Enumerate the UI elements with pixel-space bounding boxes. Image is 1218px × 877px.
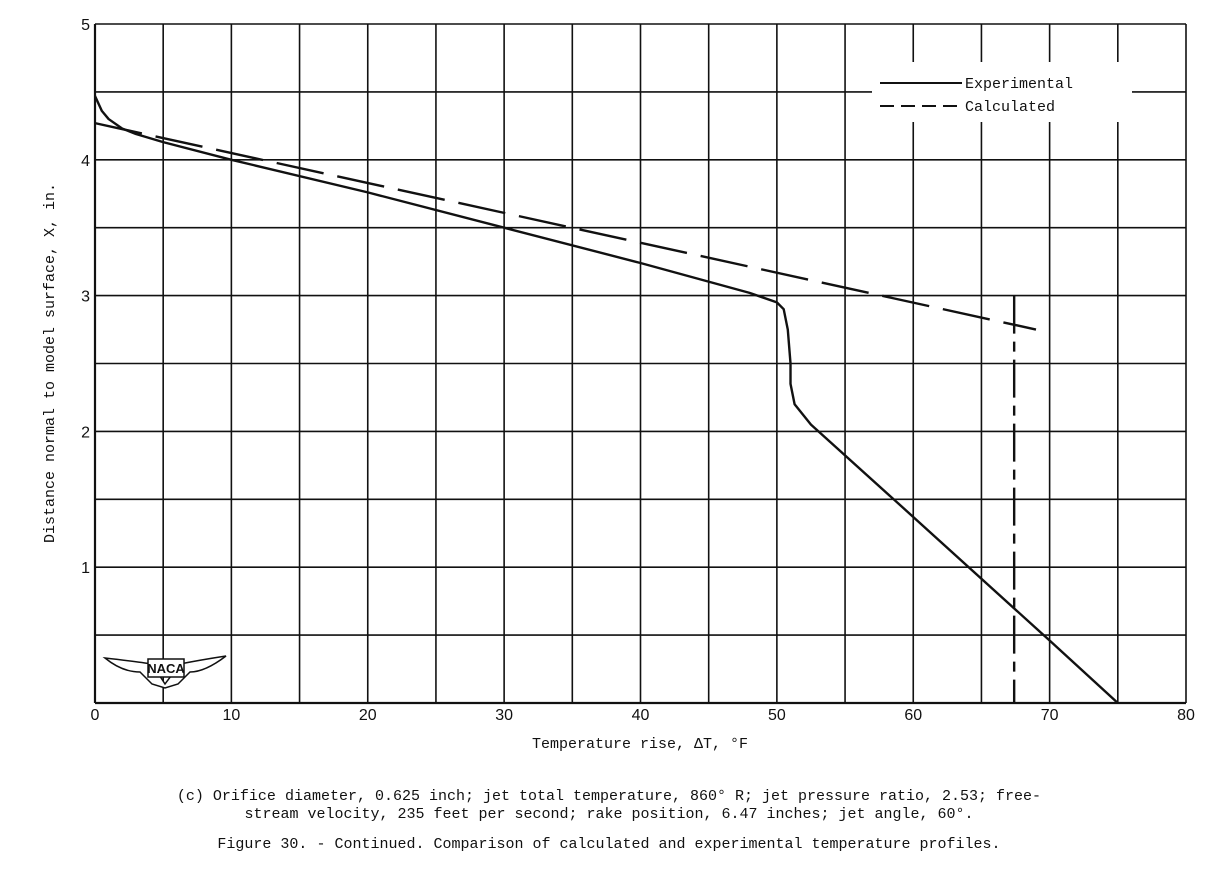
x-tick-label: 10 (222, 707, 240, 724)
y-tick-label: 4 (81, 153, 90, 170)
y-tick-label: 2 (81, 424, 90, 441)
y-tick-label: 3 (81, 289, 90, 306)
x-tick-label: 80 (1177, 707, 1195, 724)
legend-box (872, 62, 1132, 122)
x-tick-label: 20 (359, 707, 377, 724)
x-tick-label: 40 (632, 707, 650, 724)
legend: Experimental Calculated (872, 62, 1132, 122)
series-line-calculated (94, 121, 1037, 331)
series-line-experimental (93, 95, 1119, 704)
naca-logo: NACA (102, 655, 227, 689)
x-tick-label: 30 (495, 707, 513, 724)
y-axis-label: Distance normal to model surface, X, in. (42, 183, 59, 543)
x-axis-label: Temperature rise, ΔT, °F (532, 736, 748, 753)
logo-text: NACA (147, 661, 185, 676)
legend-calculated-label: Calculated (965, 99, 1055, 116)
x-tick-label: 50 (768, 707, 786, 724)
y-tick-label: 5 (81, 17, 90, 34)
x-tick-label: 60 (904, 707, 922, 724)
figure-caption: Figure 30. - Continued. Comparison of ca… (217, 836, 1001, 853)
subfigure-caption: (c) Orifice diameter, 0.625 inch; jet to… (176, 788, 1042, 823)
y-tick-label: 1 (81, 560, 90, 577)
x-tick-label: 0 (91, 707, 100, 724)
legend-experimental-label: Experimental (965, 76, 1073, 93)
x-tick-label: 70 (1041, 707, 1059, 724)
logo-badge (147, 658, 185, 678)
